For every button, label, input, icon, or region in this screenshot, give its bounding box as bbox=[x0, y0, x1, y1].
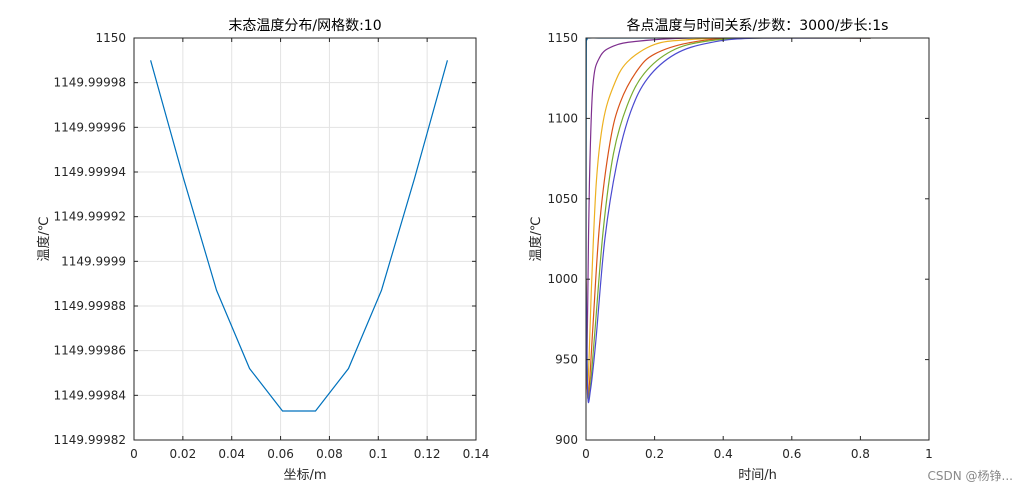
x-tick-label: 0.02 bbox=[169, 447, 196, 461]
x-tick-label: 1 bbox=[925, 447, 933, 461]
x-tick-label: 0.04 bbox=[218, 447, 245, 461]
y-tick-label: 1000 bbox=[547, 272, 578, 286]
axes-box bbox=[133, 37, 477, 441]
y-tick-label: 1149.99984 bbox=[53, 388, 126, 402]
series-line-2 bbox=[586, 38, 871, 369]
series-line-1 bbox=[586, 38, 871, 280]
y-tick-label: 1150 bbox=[547, 31, 578, 45]
x-tick-label: 0.06 bbox=[267, 447, 294, 461]
y-tick-label: 1149.99994 bbox=[53, 165, 126, 179]
watermark: CSDN @杨铮... bbox=[927, 469, 1013, 483]
y-tick-label: 1150 bbox=[95, 31, 126, 45]
y-tick-label: 1050 bbox=[547, 192, 578, 206]
x-tick-label: 0.14 bbox=[463, 447, 490, 461]
x-tick-label: 0.6 bbox=[782, 447, 801, 461]
chart-title: 各点温度与时间关系/步数：3000/步长:1s bbox=[627, 18, 889, 34]
series-line-6 bbox=[586, 38, 871, 404]
x-axis-label: 坐标/m bbox=[283, 468, 326, 483]
y-tick-label: 950 bbox=[555, 353, 578, 367]
x-tick-label: 0 bbox=[582, 447, 590, 461]
y-tick-label: 1149.99996 bbox=[53, 120, 126, 134]
series-line-3 bbox=[586, 38, 871, 391]
series-line-5 bbox=[586, 38, 871, 402]
x-tick-label: 0.08 bbox=[316, 447, 343, 461]
series-line-4 bbox=[586, 38, 871, 400]
y-axis-label: 温度/℃ bbox=[36, 217, 52, 262]
right-temperature-time-plot: 0 0.2 0.4 0.6 0.8 1 900 950 1000 1050 1100 1150 各点温度… bbox=[528, 18, 933, 483]
y-tick-label: 1149.99998 bbox=[53, 76, 126, 90]
x-tick-label: 0 bbox=[130, 447, 138, 461]
axes-box bbox=[585, 37, 930, 441]
x-tick-label: 0.2 bbox=[645, 447, 664, 461]
y-tick-label: 1149.9999 bbox=[61, 254, 126, 268]
y-tick-label: 1149.99986 bbox=[53, 344, 126, 358]
chart-title: 末态温度分布/网格数:10 bbox=[228, 18, 381, 34]
y-tick-label: 900 bbox=[555, 433, 578, 447]
x-axis-label: 时间/h bbox=[738, 468, 777, 483]
y-tick-label: 1149.99992 bbox=[53, 210, 126, 224]
y-axis-label: 温度/℃ bbox=[528, 217, 544, 262]
x-tick-label: 0.1 bbox=[369, 447, 388, 461]
series-line-1 bbox=[150, 60, 448, 412]
y-tick-label: 1149.99982 bbox=[53, 433, 126, 447]
x-tick-label: 0.12 bbox=[414, 447, 441, 461]
x-tick-label: 0.8 bbox=[851, 447, 870, 461]
y-tick-label: 1100 bbox=[547, 111, 578, 125]
x-tick-label: 0.4 bbox=[714, 447, 733, 461]
left-temperature-distribution-plot: 0 0.02 0.04 0.06 0.08 0.1 0.12 0.14 1149.99982 11… bbox=[36, 18, 489, 483]
y-tick-label: 1149.99988 bbox=[53, 299, 126, 313]
